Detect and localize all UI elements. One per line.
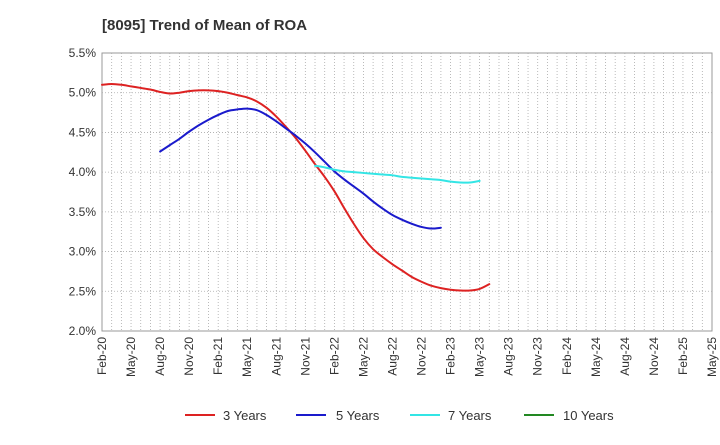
x-tick-label: Nov-22 <box>415 337 429 376</box>
x-tick-label: Aug-21 <box>269 337 283 376</box>
x-tick-label: May-23 <box>473 337 487 377</box>
legend-label-10-years: 10 Years <box>563 408 614 423</box>
legend-label-3-years: 3 Years <box>223 408 267 423</box>
x-tick-label: Feb-20 <box>95 337 109 375</box>
y-tick-label: 5.5% <box>69 46 97 60</box>
y-tick-label: 2.0% <box>69 324 97 338</box>
x-tick-label: Feb-21 <box>211 337 225 375</box>
x-tick-label: May-25 <box>705 337 719 377</box>
x-tick-label: Feb-24 <box>560 337 574 375</box>
series-line-7-years <box>314 164 481 184</box>
x-tick-label: Aug-20 <box>153 337 167 376</box>
x-tick-label: May-21 <box>240 337 254 377</box>
x-tick-label: Feb-23 <box>444 337 458 375</box>
series-layer <box>101 82 491 292</box>
legend: 3 Years 5 Years 7 Years 10 Years <box>185 408 614 423</box>
legend-item-7-years: 7 Years <box>410 408 492 423</box>
series-line-3-years <box>101 82 491 292</box>
y-tick-label: 5.0% <box>69 86 97 100</box>
x-tick-label: Aug-22 <box>385 337 399 376</box>
y-tick-label: 2.5% <box>69 284 97 298</box>
x-tick-label: Aug-23 <box>502 337 516 376</box>
legend-label-7-years: 7 Years <box>448 408 492 423</box>
y-tick-label: 3.0% <box>69 245 97 259</box>
plot-frame <box>101 52 713 332</box>
legend-item-5-years: 5 Years <box>296 408 380 423</box>
x-tick-label: May-20 <box>124 337 138 377</box>
legend-item-10-years: 10 Years <box>524 408 614 423</box>
x-tick-label: Feb-22 <box>327 337 341 375</box>
x-tick-label: Nov-23 <box>531 337 545 376</box>
x-tick-label: Nov-20 <box>182 337 196 376</box>
x-tick-label: Feb-25 <box>676 337 690 375</box>
y-tick-label: 4.5% <box>69 125 97 139</box>
axis-layer: 2.0% 2.5% 3.0% 3.5% 4.0% 4.5% 5.0% 5.5% Feb-20 Ma… <box>69 46 719 377</box>
x-tick-label: Aug-24 <box>618 337 632 376</box>
x-tick-label: Nov-21 <box>298 337 312 376</box>
x-tick-label: May-22 <box>356 337 370 377</box>
chart-title: [8095] Trend of Mean of ROA <box>102 17 307 34</box>
y-tick-label: 4.0% <box>69 165 97 179</box>
grid-layer <box>101 52 713 332</box>
x-tick-label: May-24 <box>589 337 603 377</box>
x-tick-label: Nov-24 <box>647 337 661 376</box>
y-tick-label: 3.5% <box>69 205 97 219</box>
legend-label-5-years: 5 Years <box>336 408 380 423</box>
series-line-5-years <box>159 107 442 230</box>
legend-item-3-years: 3 Years <box>185 408 267 423</box>
